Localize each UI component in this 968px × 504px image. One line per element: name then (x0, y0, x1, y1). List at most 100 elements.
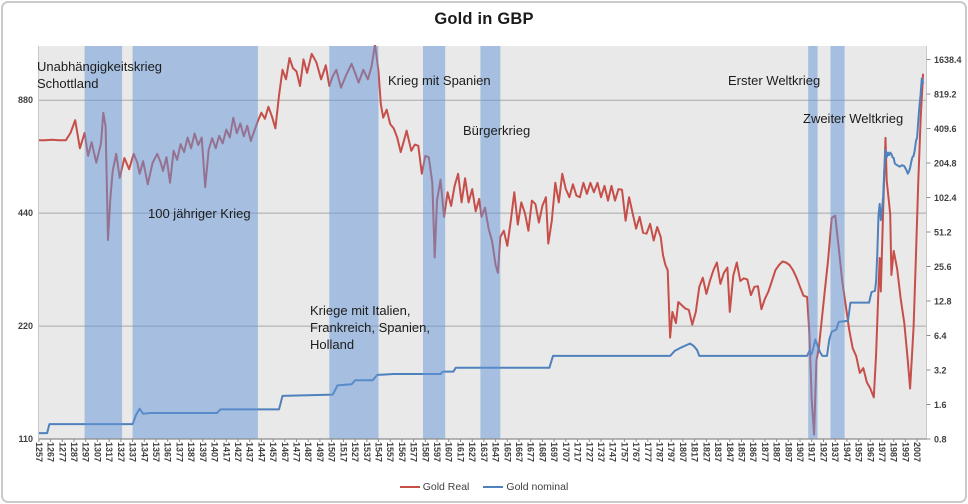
x-axis-label: 1437 (245, 442, 255, 462)
x-axis-label: 1947 (842, 442, 852, 462)
x-axis-label: 1557 (385, 442, 395, 462)
x-axis-label: 1507 (327, 442, 337, 462)
x-axis-label: 1967 (865, 442, 875, 462)
x-axis-label: 1657 (502, 442, 512, 462)
x-axis-label: 1677 (526, 442, 536, 462)
x-axis-label: 1347 (139, 442, 149, 462)
x-axis-label: 1297 (81, 442, 91, 462)
x-axis-label: 1747 (608, 442, 618, 462)
x-axis-label: 1647 (491, 442, 501, 462)
x-axis-label: 1367 (163, 442, 173, 462)
x-axis-label: 1957 (854, 442, 864, 462)
x-axis-label: 1597 (432, 442, 442, 462)
x-axis-label: 1427 (233, 442, 243, 462)
x-axis-label: 1877 (760, 442, 770, 462)
x-axis-label: 1897 (783, 442, 793, 462)
x-axis-label: 1377 (174, 442, 184, 462)
x-axis-label: 1587 (420, 442, 430, 462)
x-axis-label: 1687 (537, 442, 547, 462)
right-axis-label: 819.2 (934, 90, 957, 100)
x-axis-label: 1727 (584, 442, 594, 462)
x-axis-label: 1627 (467, 442, 477, 462)
x-axis-label: 1737 (596, 442, 606, 462)
x-axis-label: 1997 (900, 442, 910, 462)
x-axis-label: 1387 (186, 442, 196, 462)
x-axis-label: 1777 (643, 442, 653, 462)
right-axis-label: 0.8 (934, 435, 947, 445)
x-axis-label: 1287 (69, 442, 79, 462)
gold-real-swatch-icon (399, 485, 420, 489)
x-axis-label: 1607 (444, 442, 454, 462)
x-axis-label: 1337 (128, 442, 138, 462)
war-band (132, 46, 258, 439)
left-axis-label: 880 (18, 95, 33, 105)
x-axis-label: 1547 (374, 442, 384, 462)
x-axis-label: 1357 (151, 442, 161, 462)
right-axis-label: 204.8 (934, 159, 957, 169)
right-axis-label: 51.2 (934, 228, 952, 238)
x-axis-label: 1787 (655, 442, 665, 462)
x-axis-label: 1667 (514, 442, 524, 462)
war-band (830, 46, 845, 439)
war-band (480, 46, 501, 439)
war-band (84, 46, 123, 439)
right-axis-label: 409.6 (934, 124, 957, 134)
war-band (329, 46, 379, 439)
x-axis-label: 1257 (34, 442, 44, 462)
x-axis-label: 1837 (713, 442, 723, 462)
left-axis-label: 220 (18, 321, 33, 331)
left-axis-label: 110 (18, 434, 33, 444)
x-axis-label: 1887 (772, 442, 782, 462)
x-axis-label: 1767 (631, 442, 641, 462)
x-axis-label: 1457 (268, 442, 278, 462)
x-axis-label: 1307 (92, 442, 102, 462)
x-axis-label: 1937 (830, 442, 840, 462)
x-axis-label: 2007 (912, 442, 922, 462)
right-axis-label: 1638.4 (934, 55, 962, 65)
x-axis-label: 1477 (292, 442, 302, 462)
chart-legend: Gold Real Gold nominal (0, 481, 968, 493)
right-axis-label: 25.6 (934, 262, 952, 272)
x-axis-label: 1277 (57, 442, 67, 462)
x-axis-label: 1797 (666, 442, 676, 462)
x-axis-label: 1467 (280, 442, 290, 462)
x-axis-label: 1917 (807, 442, 817, 462)
x-axis-label: 1327 (116, 442, 126, 462)
x-axis-label: 1497 (315, 442, 325, 462)
x-axis-label: 1447 (256, 442, 266, 462)
x-axis-label: 1637 (479, 442, 489, 462)
right-axis-label: 6.4 (934, 331, 947, 341)
x-axis-label: 1757 (619, 442, 629, 462)
x-axis-label: 1417 (221, 442, 231, 462)
x-axis-label: 1907 (795, 442, 805, 462)
left-axis-label: 440 (18, 208, 33, 218)
x-axis-label: 1987 (889, 442, 899, 462)
x-axis-label: 1577 (409, 442, 419, 462)
x-axis-label: 1857 (737, 442, 747, 462)
right-axis-label: 1.6 (934, 400, 947, 410)
chart-title: Gold in GBP (434, 10, 534, 28)
x-axis-label: 1847 (725, 442, 735, 462)
x-axis-label: 1317 (104, 442, 114, 462)
x-axis-label: 1817 (690, 442, 700, 462)
x-axis-label: 1977 (877, 442, 887, 462)
legend-item-gold-real: Gold Real (399, 481, 470, 493)
legend-label-gold-real: Gold Real (422, 481, 470, 493)
x-axis-label: 1407 (210, 442, 220, 462)
x-axis-label: 1697 (549, 442, 559, 462)
x-axis-label: 1807 (678, 442, 688, 462)
x-axis-label: 1537 (362, 442, 372, 462)
gold-nominal-swatch-icon (483, 485, 504, 489)
x-axis-label: 1617 (456, 442, 466, 462)
legend-item-gold-nominal: Gold nominal (483, 481, 568, 493)
x-axis-label: 1867 (748, 442, 758, 462)
x-axis-label: 1827 (701, 442, 711, 462)
x-axis-label: 1487 (303, 442, 313, 462)
legend-label-gold-nominal: Gold nominal (506, 481, 569, 493)
x-axis-label: 1267 (46, 442, 56, 462)
x-axis-label: 1517 (338, 442, 348, 462)
x-axis-label: 1707 (561, 442, 571, 462)
x-axis-label: 1717 (573, 442, 583, 462)
